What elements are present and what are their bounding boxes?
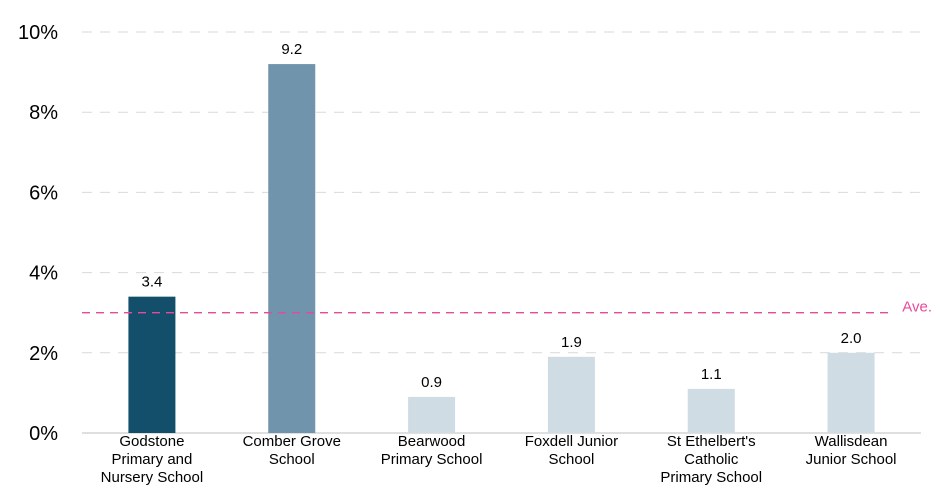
bar: [687, 388, 735, 433]
average-line-label: Ave.: [902, 299, 932, 316]
category-label: Comber Grove School: [243, 433, 341, 468]
x-axis-category-labels: Godstone Primary and Nursery School Comber …: [101, 433, 897, 486]
bars: [128, 64, 875, 433]
bar-value-label: 1.1: [701, 366, 722, 383]
category-label: Wallisdean Junior School: [806, 433, 897, 468]
average-reference-line: Ave.: [82, 299, 932, 316]
y-tick-label: 6%: [29, 182, 58, 204]
category-label: Foxdell Junior School: [525, 433, 618, 468]
y-tick-label: 0%: [29, 423, 58, 445]
category-label: Bearwood Primary School: [381, 433, 483, 468]
y-tick-label: 10%: [18, 22, 58, 44]
bar: [128, 296, 176, 433]
gridlines: [82, 31, 921, 434]
bar-value-label: 3.4: [141, 274, 162, 291]
bar-value-label: 9.2: [281, 41, 302, 58]
bar: [408, 396, 456, 433]
category-label: St Ethelbert's Catholic Primary School: [660, 433, 762, 486]
bar: [547, 356, 595, 433]
bar-value-label: 0.9: [421, 374, 442, 391]
bar: [827, 352, 875, 433]
bar-value-label: 2.0: [841, 330, 862, 347]
y-tick-label: 8%: [29, 102, 58, 124]
bar-value-label: 1.9: [561, 334, 582, 351]
y-tick-label: 4%: [29, 263, 58, 285]
category-label: Godstone Primary and Nursery School: [101, 433, 204, 486]
y-tick-label: 2%: [29, 343, 58, 365]
bar: [268, 64, 316, 433]
y-axis-tick-labels: 0% 2% 4% 6% 8% 10%: [18, 22, 58, 445]
bar-value-labels: 3.4 9.2 0.9 1.9 1.1 2.0: [141, 41, 861, 391]
